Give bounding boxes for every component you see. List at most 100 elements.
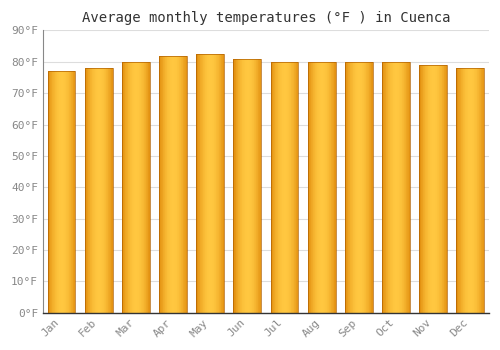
Bar — [142, 62, 143, 313]
Bar — [392, 62, 393, 313]
Bar — [372, 62, 373, 313]
Bar — [237, 59, 238, 313]
Bar — [243, 59, 244, 313]
Bar — [472, 68, 473, 313]
Bar — [129, 62, 130, 313]
Bar — [175, 56, 176, 313]
Bar — [214, 54, 215, 313]
Bar — [389, 62, 390, 313]
Bar — [167, 56, 168, 313]
Bar — [222, 54, 224, 313]
Bar — [482, 68, 483, 313]
Bar — [425, 65, 426, 313]
Bar — [92, 68, 93, 313]
Bar — [406, 62, 407, 313]
Bar — [478, 68, 480, 313]
Bar — [69, 71, 70, 313]
Bar — [469, 68, 470, 313]
Bar — [474, 68, 475, 313]
Bar — [293, 62, 294, 313]
Bar — [100, 68, 101, 313]
Bar — [72, 71, 74, 313]
Bar — [409, 62, 410, 313]
Bar — [404, 62, 405, 313]
Bar — [367, 62, 368, 313]
Bar — [131, 62, 132, 313]
Bar — [199, 54, 200, 313]
Bar — [434, 65, 435, 313]
Bar — [59, 71, 60, 313]
Bar — [292, 62, 293, 313]
Bar — [211, 54, 212, 313]
Bar — [220, 54, 222, 313]
Bar — [422, 65, 424, 313]
Bar — [135, 62, 136, 313]
Bar — [176, 56, 177, 313]
Bar — [67, 71, 68, 313]
Bar — [196, 54, 224, 313]
Bar — [216, 54, 217, 313]
Bar — [104, 68, 105, 313]
Bar — [93, 68, 94, 313]
Bar — [274, 62, 275, 313]
Bar — [294, 62, 295, 313]
Bar — [325, 62, 326, 313]
Bar — [432, 65, 433, 313]
Bar — [278, 62, 279, 313]
Bar — [319, 62, 320, 313]
Bar — [161, 56, 162, 313]
Bar — [50, 71, 51, 313]
Bar — [475, 68, 476, 313]
Bar — [408, 62, 409, 313]
Bar — [257, 59, 258, 313]
Bar — [370, 62, 372, 313]
Bar — [234, 59, 262, 313]
Bar — [428, 65, 429, 313]
Bar — [368, 62, 370, 313]
Bar — [279, 62, 280, 313]
Bar — [420, 65, 422, 313]
Bar — [260, 59, 262, 313]
Bar — [459, 68, 460, 313]
Bar — [311, 62, 312, 313]
Bar — [252, 59, 253, 313]
Bar — [405, 62, 406, 313]
Bar — [272, 62, 274, 313]
Bar — [240, 59, 241, 313]
Bar — [464, 68, 466, 313]
Bar — [291, 62, 292, 313]
Bar — [134, 62, 135, 313]
Bar — [388, 62, 389, 313]
Bar — [53, 71, 54, 313]
Bar — [446, 65, 447, 313]
Bar — [85, 68, 112, 313]
Bar — [54, 71, 56, 313]
Bar — [284, 62, 285, 313]
Bar — [169, 56, 170, 313]
Bar — [133, 62, 134, 313]
Bar — [322, 62, 323, 313]
Bar — [177, 56, 178, 313]
Bar — [170, 56, 171, 313]
Bar — [435, 65, 436, 313]
Bar — [285, 62, 286, 313]
Bar — [255, 59, 256, 313]
Bar — [442, 65, 443, 313]
Bar — [383, 62, 384, 313]
Bar — [85, 68, 86, 313]
Bar — [51, 71, 52, 313]
Bar — [296, 62, 297, 313]
Bar — [471, 68, 472, 313]
Bar — [351, 62, 352, 313]
Bar — [457, 68, 458, 313]
Bar — [173, 56, 174, 313]
Bar — [320, 62, 321, 313]
Bar — [132, 62, 133, 313]
Bar — [347, 62, 348, 313]
Bar — [365, 62, 366, 313]
Bar — [382, 62, 410, 313]
Bar — [390, 62, 391, 313]
Bar — [145, 62, 146, 313]
Bar — [96, 68, 98, 313]
Bar — [282, 62, 283, 313]
